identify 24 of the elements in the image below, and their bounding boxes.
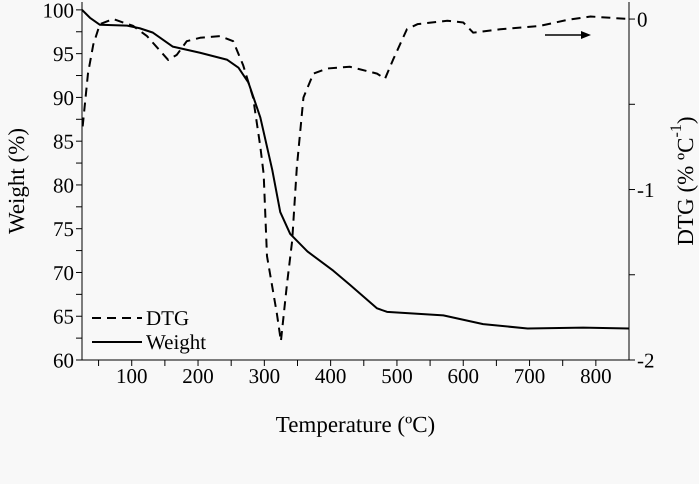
x-tick-label: 100: [116, 364, 148, 388]
x-tick-label: 600: [447, 364, 479, 388]
legend-label: DTG: [146, 306, 190, 330]
x-tick-label: 400: [314, 364, 346, 388]
y2-tick-label: -2: [637, 348, 654, 372]
y-tick-label: 100: [42, 0, 74, 22]
x-tick-label: 800: [580, 364, 612, 388]
y-axis-title: Weight (%): [4, 128, 28, 234]
y-tick-label: 95: [53, 42, 74, 66]
y-tick-label: 60: [53, 348, 74, 372]
x-tick-label: 200: [182, 364, 214, 388]
y-tick-label: 80: [53, 173, 74, 198]
x-tick-label: 300: [248, 364, 280, 388]
x-tick-label: 700: [514, 364, 546, 388]
y-tick-label: 70: [53, 260, 74, 285]
y-tick-label: 75: [53, 217, 74, 242]
legend-label: Weight: [146, 330, 206, 354]
y2-tick-label: 0: [637, 8, 648, 32]
y2-tick-label: -1: [637, 178, 654, 202]
y-tick-label: 90: [53, 86, 74, 110]
y-tick-label: 85: [53, 130, 74, 154]
x-axis-title: Temperature (ºC): [276, 412, 436, 437]
y-tick-label: 65: [53, 304, 74, 329]
x-tick-label: 500: [381, 364, 413, 388]
